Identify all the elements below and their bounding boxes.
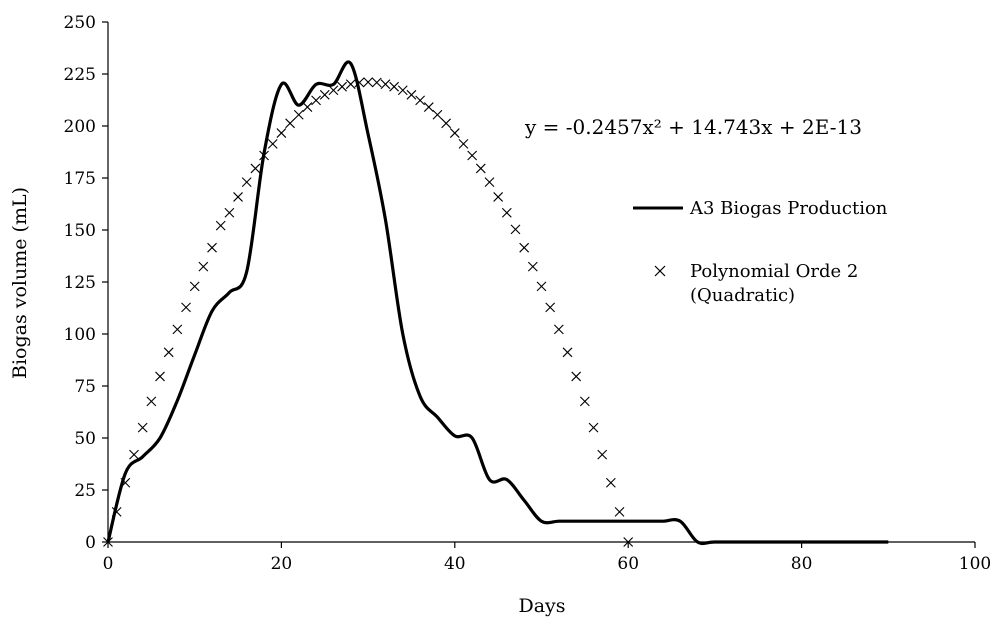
- y-tick-label: 100: [64, 325, 96, 345]
- legend-marker-swatch: [654, 265, 666, 277]
- axes: 0 25 50 75 100 125 150 175 200 225 250 0 20 40 60 80 100: [64, 13, 992, 574]
- a3-biogas-line: [106, 60, 889, 546]
- x-axis-title: Days: [518, 595, 565, 617]
- quadratic-marker: [389, 81, 399, 92]
- quadratic-marker: [449, 128, 460, 138]
- quadratic-marker: [484, 177, 495, 188]
- quadratic-marker: [189, 281, 200, 292]
- quadratic-marker: [198, 261, 209, 272]
- y-tick-label: 200: [64, 117, 96, 137]
- quadratic-marker: [172, 324, 183, 335]
- quadratic-marker: [146, 396, 157, 407]
- quadratic-marker: [267, 139, 278, 149]
- quadratic-marker: [397, 85, 408, 96]
- quadratic-marker: [510, 224, 521, 235]
- quadratic-marker: [458, 139, 469, 149]
- x-tick-label: 80: [791, 554, 813, 574]
- quadratic-marker: [345, 79, 356, 90]
- quadratic-marker: [579, 396, 590, 407]
- x-tick-label: 60: [617, 554, 639, 574]
- quadratic-marker: [475, 163, 486, 174]
- quadratic-marker: [233, 192, 243, 202]
- quadratic-marker: [293, 109, 304, 120]
- quadratic-marker: [181, 302, 191, 313]
- quadratic-marker: [380, 79, 391, 90]
- quadratic-marker: [207, 242, 217, 253]
- quadratic-marker: [250, 163, 261, 174]
- legend-label-series-2: Polynomial Orde 2 (Quadratic): [690, 261, 864, 306]
- quadratic-marker: [545, 302, 556, 313]
- quadratic-marker: [328, 85, 339, 96]
- trendline-equation: y = -0.2457x² + 14.743x + 2E-13: [524, 115, 862, 139]
- y-tick-label: 150: [64, 221, 96, 241]
- quadratic-marker: [163, 347, 174, 358]
- y-tick-label: 75: [74, 377, 96, 397]
- y-tick-label: 250: [64, 13, 96, 33]
- y-tick-label: 125: [64, 273, 96, 293]
- quadratic-marker: [285, 118, 295, 129]
- y-tick-label: 25: [74, 481, 96, 501]
- legend: A3 Biogas Production Polynomial Orde 2 (…: [633, 198, 888, 306]
- quadratic-marker: [432, 109, 443, 120]
- quadratic-marker: [406, 89, 417, 100]
- legend-label-series-1: A3 Biogas Production: [689, 198, 888, 219]
- quadratic-marker: [614, 506, 625, 517]
- y-tick-label: 175: [64, 169, 96, 189]
- quadratic-marker: [467, 150, 478, 161]
- quadratic-marker: [319, 89, 330, 100]
- quadratic-marker: [311, 95, 321, 106]
- quadratic-marker: [527, 261, 538, 272]
- x-tick-label: 20: [271, 554, 293, 574]
- x-tick-label: 0: [103, 554, 114, 574]
- x-tick-label: 40: [444, 554, 466, 574]
- quadratic-marker: [215, 220, 226, 231]
- quadratic-marker: [588, 422, 599, 433]
- quadratic-marker: [519, 242, 530, 253]
- quadratic-marker: [276, 128, 287, 138]
- y-tick-label: 0: [85, 533, 96, 553]
- y-tick-label: 225: [64, 65, 96, 85]
- quadratic-marker: [493, 192, 504, 202]
- quadratic-marker: [553, 324, 564, 335]
- y-axis-title: Biogas volume (mL): [9, 187, 31, 379]
- quadratic-marker: [224, 207, 235, 218]
- quadratic-marker: [562, 347, 573, 358]
- quadratic-marker: [536, 281, 547, 292]
- x-tick-label: 100: [959, 554, 991, 574]
- quadratic-marker: [363, 77, 373, 87]
- quadratic-marker: [371, 77, 382, 88]
- quadratic-marker: [302, 102, 313, 112]
- quadratic-marker: [571, 371, 582, 382]
- quadratic-marker: [129, 449, 139, 460]
- quadratic-marker: [423, 102, 434, 112]
- quadratic-marker: [241, 177, 252, 188]
- y-tick-label: 50: [74, 429, 96, 449]
- quadratic-marker: [605, 477, 616, 488]
- quadratic-marker: [415, 95, 426, 106]
- quadratic-marker: [597, 449, 608, 460]
- quadratic-marker: [501, 207, 512, 218]
- quadratic-marker: [441, 118, 452, 129]
- quadratic-marker: [155, 371, 165, 382]
- quadratic-marker: [137, 422, 148, 433]
- quadratic-marker: [337, 81, 347, 92]
